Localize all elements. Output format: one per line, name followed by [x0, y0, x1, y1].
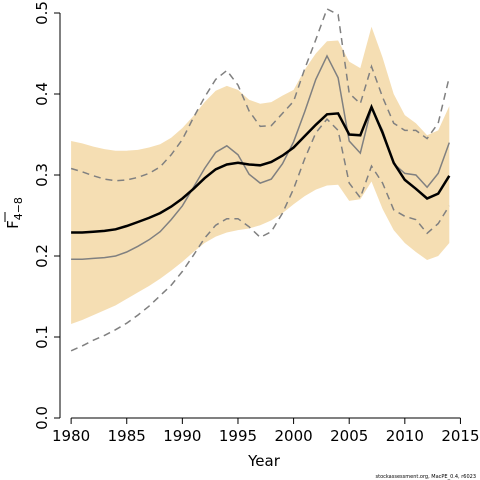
y-axis-title-main: F [4, 220, 22, 229]
x-tick-label: 1995 [219, 427, 257, 445]
x-tick-label: 1985 [108, 427, 146, 445]
footer-credit: stockassessment.org, MacPE_0.4, r6023 [376, 474, 477, 480]
confidence-band-layer [71, 26, 450, 325]
y-axis-title-subscript: 4−8 [12, 197, 25, 220]
x-tick-label: 1990 [163, 427, 201, 445]
y-tick-label: 0.3 [33, 163, 51, 187]
x-tick-label: 2000 [274, 427, 312, 445]
y-tick-label: 0.0 [33, 406, 51, 430]
y-tick-label: 0.2 [33, 244, 51, 268]
y-tick-label: 0.1 [33, 325, 51, 349]
x-tick-label: 2010 [386, 427, 424, 445]
x-tick-label: 1980 [52, 427, 90, 445]
series-line-layer [70, 7, 451, 352]
previous-upper-line [70, 7, 451, 182]
axis-layer: 1980 1985 1990 1995 2000 2005 2010 2015 0.0 0.1 0.… [33, 1, 480, 445]
y-tick-label: 0.4 [33, 82, 51, 106]
y-axis-title: F4−8 [4, 197, 25, 229]
estimate-line [71, 103, 451, 234]
x-tick-label: 2005 [330, 427, 368, 445]
y-tick-label: 0.5 [33, 1, 51, 25]
svg-text:F4−8: F4−8 [4, 197, 25, 229]
x-tick-label: 2015 [441, 427, 479, 445]
confidence-band [71, 26, 450, 325]
x-axis-title: Year [247, 452, 281, 470]
